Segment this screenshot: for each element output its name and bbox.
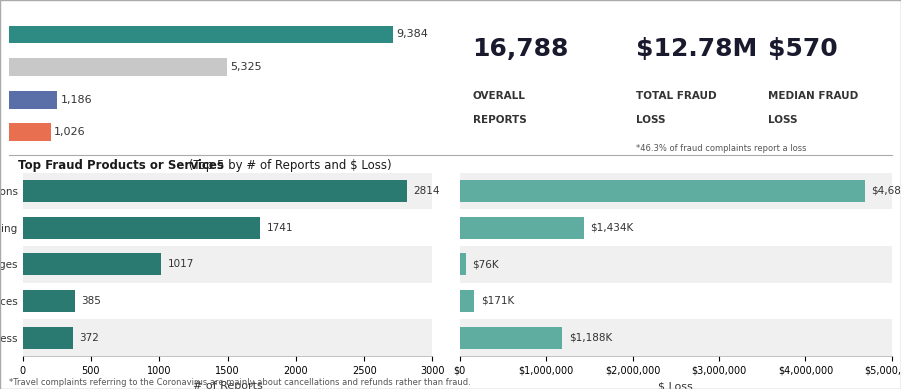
Text: 2814: 2814 xyxy=(414,186,440,196)
Bar xyxy=(460,290,474,312)
Text: 1017: 1017 xyxy=(168,259,194,269)
Bar xyxy=(23,319,432,356)
X-axis label: $ Loss: $ Loss xyxy=(659,381,693,389)
Bar xyxy=(460,327,562,349)
Bar xyxy=(460,319,892,356)
Text: $1,188K: $1,188K xyxy=(569,333,612,343)
Text: LOSS: LOSS xyxy=(636,115,666,125)
Text: $171K: $171K xyxy=(481,296,514,306)
Text: $4,686K: $4,686K xyxy=(871,186,901,196)
Text: (Top 5 by # of Reports and $ Loss): (Top 5 by # of Reports and $ Loss) xyxy=(185,159,391,172)
Bar xyxy=(23,246,432,282)
Text: REPORTS: REPORTS xyxy=(472,115,526,125)
Bar xyxy=(23,282,432,319)
Text: MEDIAN FRAUD: MEDIAN FRAUD xyxy=(769,91,859,100)
Bar xyxy=(460,173,892,209)
Text: *Travel complaints referring to the Coronavirus are mainly about cancellations a: *Travel complaints referring to the Coro… xyxy=(9,378,470,387)
Text: $76K: $76K xyxy=(472,259,499,269)
Text: 385: 385 xyxy=(81,296,101,306)
Bar xyxy=(460,253,466,275)
Text: Top Fraud Products or Services: Top Fraud Products or Services xyxy=(18,159,223,172)
Bar xyxy=(9,91,58,109)
Bar xyxy=(460,180,865,202)
Text: 9,384: 9,384 xyxy=(396,30,428,39)
Text: *46.3% of fraud complaints report a loss: *46.3% of fraud complaints report a loss xyxy=(636,144,806,152)
Bar xyxy=(9,58,227,76)
Bar xyxy=(23,209,432,246)
Bar xyxy=(460,217,584,238)
Text: TOTAL FRAUD: TOTAL FRAUD xyxy=(636,91,716,100)
Bar xyxy=(9,123,51,141)
X-axis label: # of Reports: # of Reports xyxy=(193,381,262,389)
Bar xyxy=(23,327,73,349)
Text: $1,434K: $1,434K xyxy=(590,223,633,233)
Text: 1741: 1741 xyxy=(267,223,293,233)
Text: $570: $570 xyxy=(769,37,838,61)
Bar xyxy=(23,180,407,202)
Text: 372: 372 xyxy=(79,333,99,343)
Text: 1,026: 1,026 xyxy=(54,127,86,137)
Bar xyxy=(23,290,75,312)
Bar xyxy=(460,246,892,282)
Bar xyxy=(23,173,432,209)
Text: $12.78M: $12.78M xyxy=(636,37,757,61)
Text: 5,325: 5,325 xyxy=(230,62,261,72)
Bar xyxy=(460,282,892,319)
Bar xyxy=(23,217,260,238)
Bar xyxy=(23,253,161,275)
Text: 1,186: 1,186 xyxy=(60,95,93,105)
Bar xyxy=(9,26,393,44)
Text: LOSS: LOSS xyxy=(769,115,798,125)
Text: OVERALL: OVERALL xyxy=(472,91,525,100)
Bar xyxy=(460,209,892,246)
Text: 16,788: 16,788 xyxy=(472,37,569,61)
